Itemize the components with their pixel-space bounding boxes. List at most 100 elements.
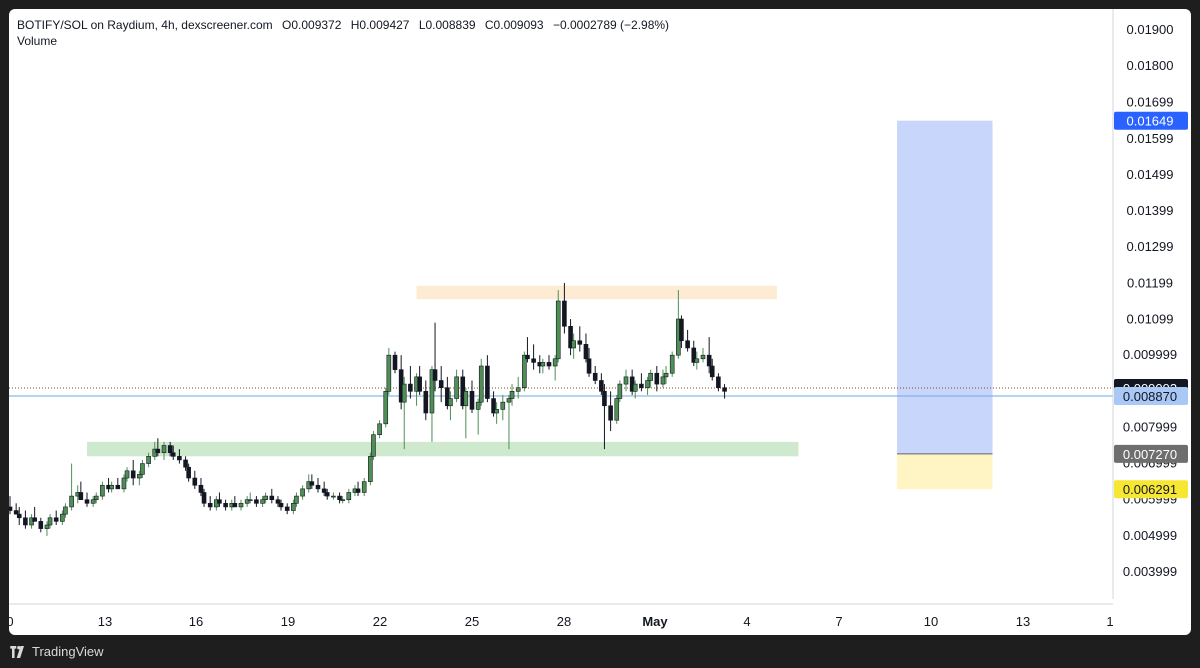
candle-body[interactable]	[577, 340, 583, 345]
candle-body[interactable]	[38, 521, 44, 529]
candle-body[interactable]	[408, 383, 413, 392]
candle-body[interactable]	[93, 495, 99, 501]
candle-body[interactable]	[500, 401, 506, 410]
candle-body[interactable]	[269, 495, 275, 501]
candle-body[interactable]	[100, 484, 105, 497]
candle-body[interactable]	[645, 380, 650, 388]
candle-body[interactable]	[247, 499, 253, 502]
candle-body[interactable]	[522, 354, 527, 388]
candle-body[interactable]	[709, 365, 715, 378]
candle-body[interactable]	[13, 510, 19, 515]
candle-body[interactable]	[278, 503, 284, 508]
candle-body[interactable]	[494, 409, 499, 414]
candle-body[interactable]	[53, 517, 59, 522]
candle-body[interactable]	[454, 376, 459, 399]
candle-body[interactable]	[546, 362, 552, 367]
candle-body[interactable]	[309, 481, 315, 486]
candle-body[interactable]	[515, 387, 521, 392]
candle-body[interactable]	[140, 463, 145, 475]
candle-body[interactable]	[506, 398, 512, 403]
candle-body[interactable]	[509, 391, 515, 399]
candle-body[interactable]	[423, 391, 429, 414]
candle-body[interactable]	[275, 499, 281, 504]
candle-body[interactable]	[63, 506, 68, 515]
candle-body[interactable]	[669, 354, 675, 374]
candle-body[interactable]	[337, 495, 342, 501]
candle-body[interactable]	[700, 354, 706, 360]
candle-body[interactable]	[417, 376, 422, 392]
candle-body[interactable]	[9, 506, 13, 511]
candle-body[interactable]	[90, 499, 96, 504]
candle-body[interactable]	[392, 354, 398, 370]
candle-body[interactable]	[324, 492, 330, 497]
candle-body[interactable]	[722, 387, 727, 392]
candle-body[interactable]	[284, 506, 290, 511]
candle-body[interactable]	[263, 495, 268, 501]
candle-body[interactable]	[238, 503, 244, 508]
candle-body[interactable]	[617, 383, 623, 399]
candle-body[interactable]	[660, 376, 666, 385]
candle-body[interactable]	[639, 383, 644, 388]
candle-body[interactable]	[346, 492, 352, 501]
candle-body[interactable]	[368, 456, 373, 482]
candle-body[interactable]	[109, 484, 114, 490]
candle-body[interactable]	[115, 484, 121, 490]
candle-body[interactable]	[371, 434, 376, 457]
candle-body[interactable]	[167, 445, 173, 454]
candle-body[interactable]	[183, 459, 188, 468]
candle-body[interactable]	[592, 372, 598, 381]
candle-body[interactable]	[599, 380, 604, 392]
tradingview-brand[interactable]: TradingView	[10, 644, 104, 659]
candle-body[interactable]	[84, 499, 90, 504]
candle-body[interactable]	[552, 358, 558, 367]
candle-body[interactable]	[16, 513, 22, 519]
candle-body[interactable]	[432, 369, 438, 381]
stop-zone[interactable]	[897, 453, 993, 490]
candle-body[interactable]	[654, 372, 660, 385]
target-zone[interactable]	[897, 120, 993, 454]
candle-body[interactable]	[438, 380, 444, 388]
candle-body[interactable]	[448, 398, 453, 407]
candle-body[interactable]	[60, 513, 65, 522]
candle-body[interactable]	[525, 354, 530, 360]
candle-body[interactable]	[586, 358, 592, 374]
candle-body[interactable]	[44, 524, 50, 529]
candle-body[interactable]	[608, 405, 613, 421]
candle-body[interactable]	[429, 369, 435, 414]
candle-body[interactable]	[663, 372, 669, 378]
candle-body[interactable]	[679, 318, 684, 342]
candle-body[interactable]	[355, 488, 361, 493]
candle-body[interactable]	[130, 470, 136, 479]
candle-body[interactable]	[445, 387, 450, 407]
candle-body[interactable]	[386, 354, 392, 392]
candle-body[interactable]	[207, 503, 213, 508]
candle-body[interactable]	[571, 340, 576, 349]
candle-body[interactable]	[562, 300, 567, 327]
candle-body[interactable]	[170, 452, 176, 457]
candle-body[interactable]	[694, 358, 700, 363]
candle-body[interactable]	[192, 477, 198, 486]
candle-body[interactable]	[291, 503, 296, 511]
candle-body[interactable]	[583, 344, 589, 360]
candle-body[interactable]	[463, 391, 469, 407]
candle-body[interactable]	[294, 495, 299, 504]
candle-body[interactable]	[475, 401, 481, 410]
candle-body[interactable]	[614, 398, 620, 421]
candle-body[interactable]	[69, 495, 74, 508]
candle-body[interactable]	[260, 499, 265, 504]
candle-body[interactable]	[540, 362, 546, 367]
candle-body[interactable]	[602, 391, 607, 407]
candle-body[interactable]	[691, 347, 697, 363]
candle-body[interactable]	[491, 398, 496, 414]
candle-body[interactable]	[244, 499, 250, 504]
candle-body[interactable]	[121, 477, 127, 490]
candle-body[interactable]	[32, 517, 37, 522]
candle-body[interactable]	[23, 517, 28, 526]
candle-body[interactable]	[361, 481, 367, 493]
candle-body[interactable]	[555, 300, 561, 360]
candle-body[interactable]	[568, 325, 573, 349]
resistance-zone[interactable]	[416, 285, 777, 300]
candle-body[interactable]	[201, 492, 207, 504]
candle-body[interactable]	[331, 495, 336, 498]
candle-body[interactable]	[716, 376, 721, 388]
